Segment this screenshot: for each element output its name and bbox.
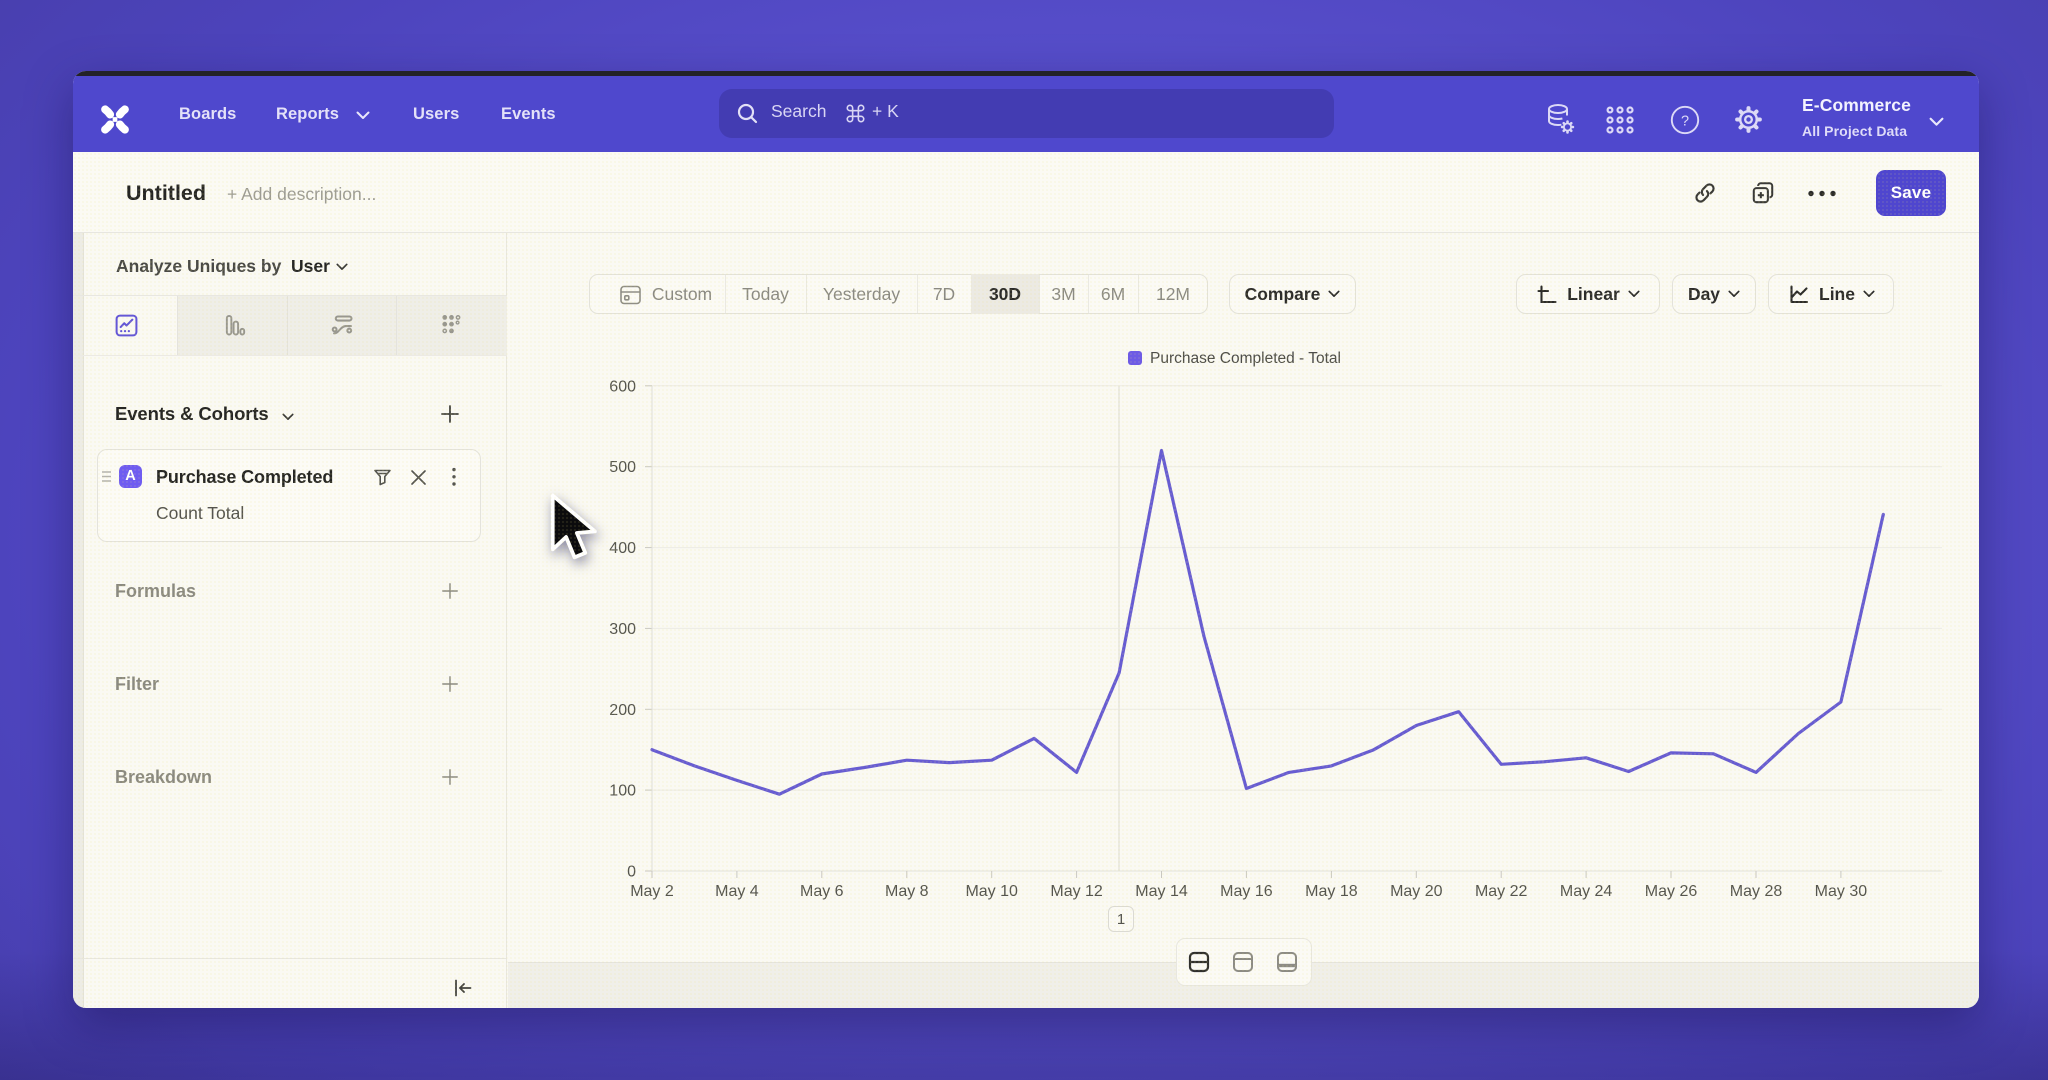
svg-text:May 10: May 10: [965, 883, 1018, 900]
svg-text:May 16: May 16: [1220, 883, 1273, 900]
svg-text:200: 200: [609, 702, 636, 719]
svg-text:100: 100: [609, 783, 636, 800]
svg-text:May 12: May 12: [1050, 883, 1103, 900]
svg-text:May 24: May 24: [1560, 883, 1613, 900]
svg-text:May 30: May 30: [1815, 883, 1868, 900]
svg-text:0: 0: [627, 864, 636, 881]
svg-text:May 2: May 2: [630, 883, 674, 900]
svg-text:May 26: May 26: [1645, 883, 1698, 900]
svg-text:600: 600: [609, 378, 636, 395]
svg-text:400: 400: [609, 540, 636, 557]
svg-text:?: ?: [1681, 114, 1689, 130]
svg-text:May 14: May 14: [1135, 883, 1188, 900]
svg-text:May 20: May 20: [1390, 883, 1443, 900]
svg-text:May 18: May 18: [1305, 883, 1358, 900]
svg-text:May 28: May 28: [1730, 883, 1783, 900]
svg-text:May 22: May 22: [1475, 883, 1528, 900]
svg-text:300: 300: [609, 621, 636, 638]
svg-text:May 4: May 4: [715, 883, 759, 900]
svg-text:500: 500: [609, 459, 636, 476]
svg-text:May 6: May 6: [800, 883, 844, 900]
svg-text:May 8: May 8: [885, 883, 929, 900]
